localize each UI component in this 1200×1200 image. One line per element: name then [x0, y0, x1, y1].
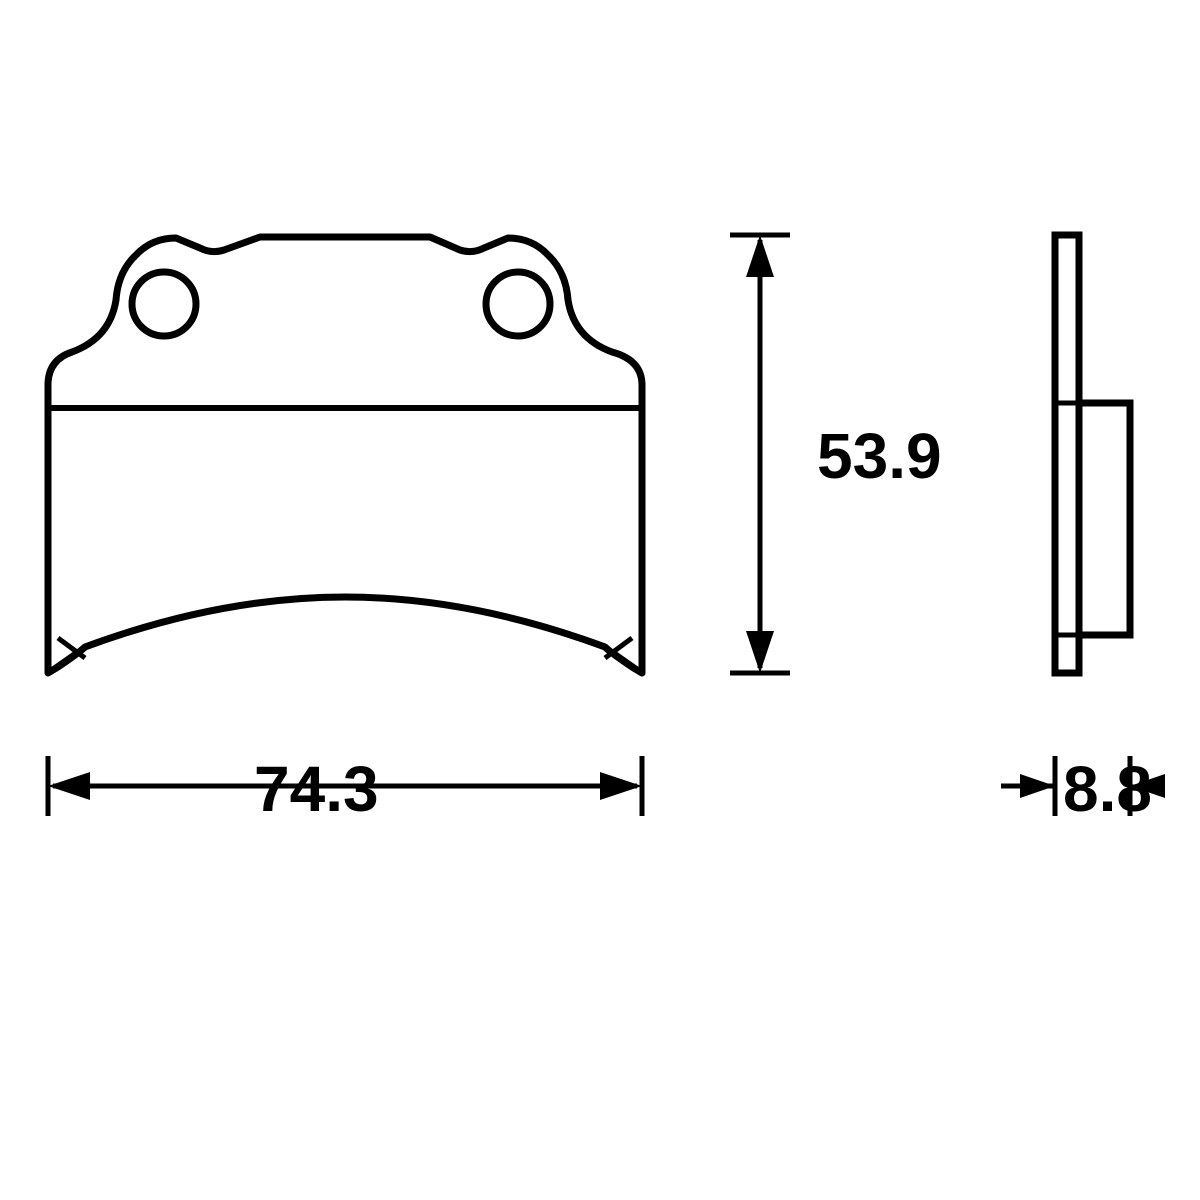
- dimension-height: [730, 235, 790, 673]
- dimension-height-label: 53.9: [817, 419, 942, 493]
- dimension-width-label: 74.3: [254, 752, 379, 826]
- dimension-thickness-label: 8.8: [1063, 752, 1152, 826]
- side-view: [1055, 235, 1130, 673]
- technical-drawing: [0, 0, 1200, 1200]
- front-view: [48, 237, 642, 673]
